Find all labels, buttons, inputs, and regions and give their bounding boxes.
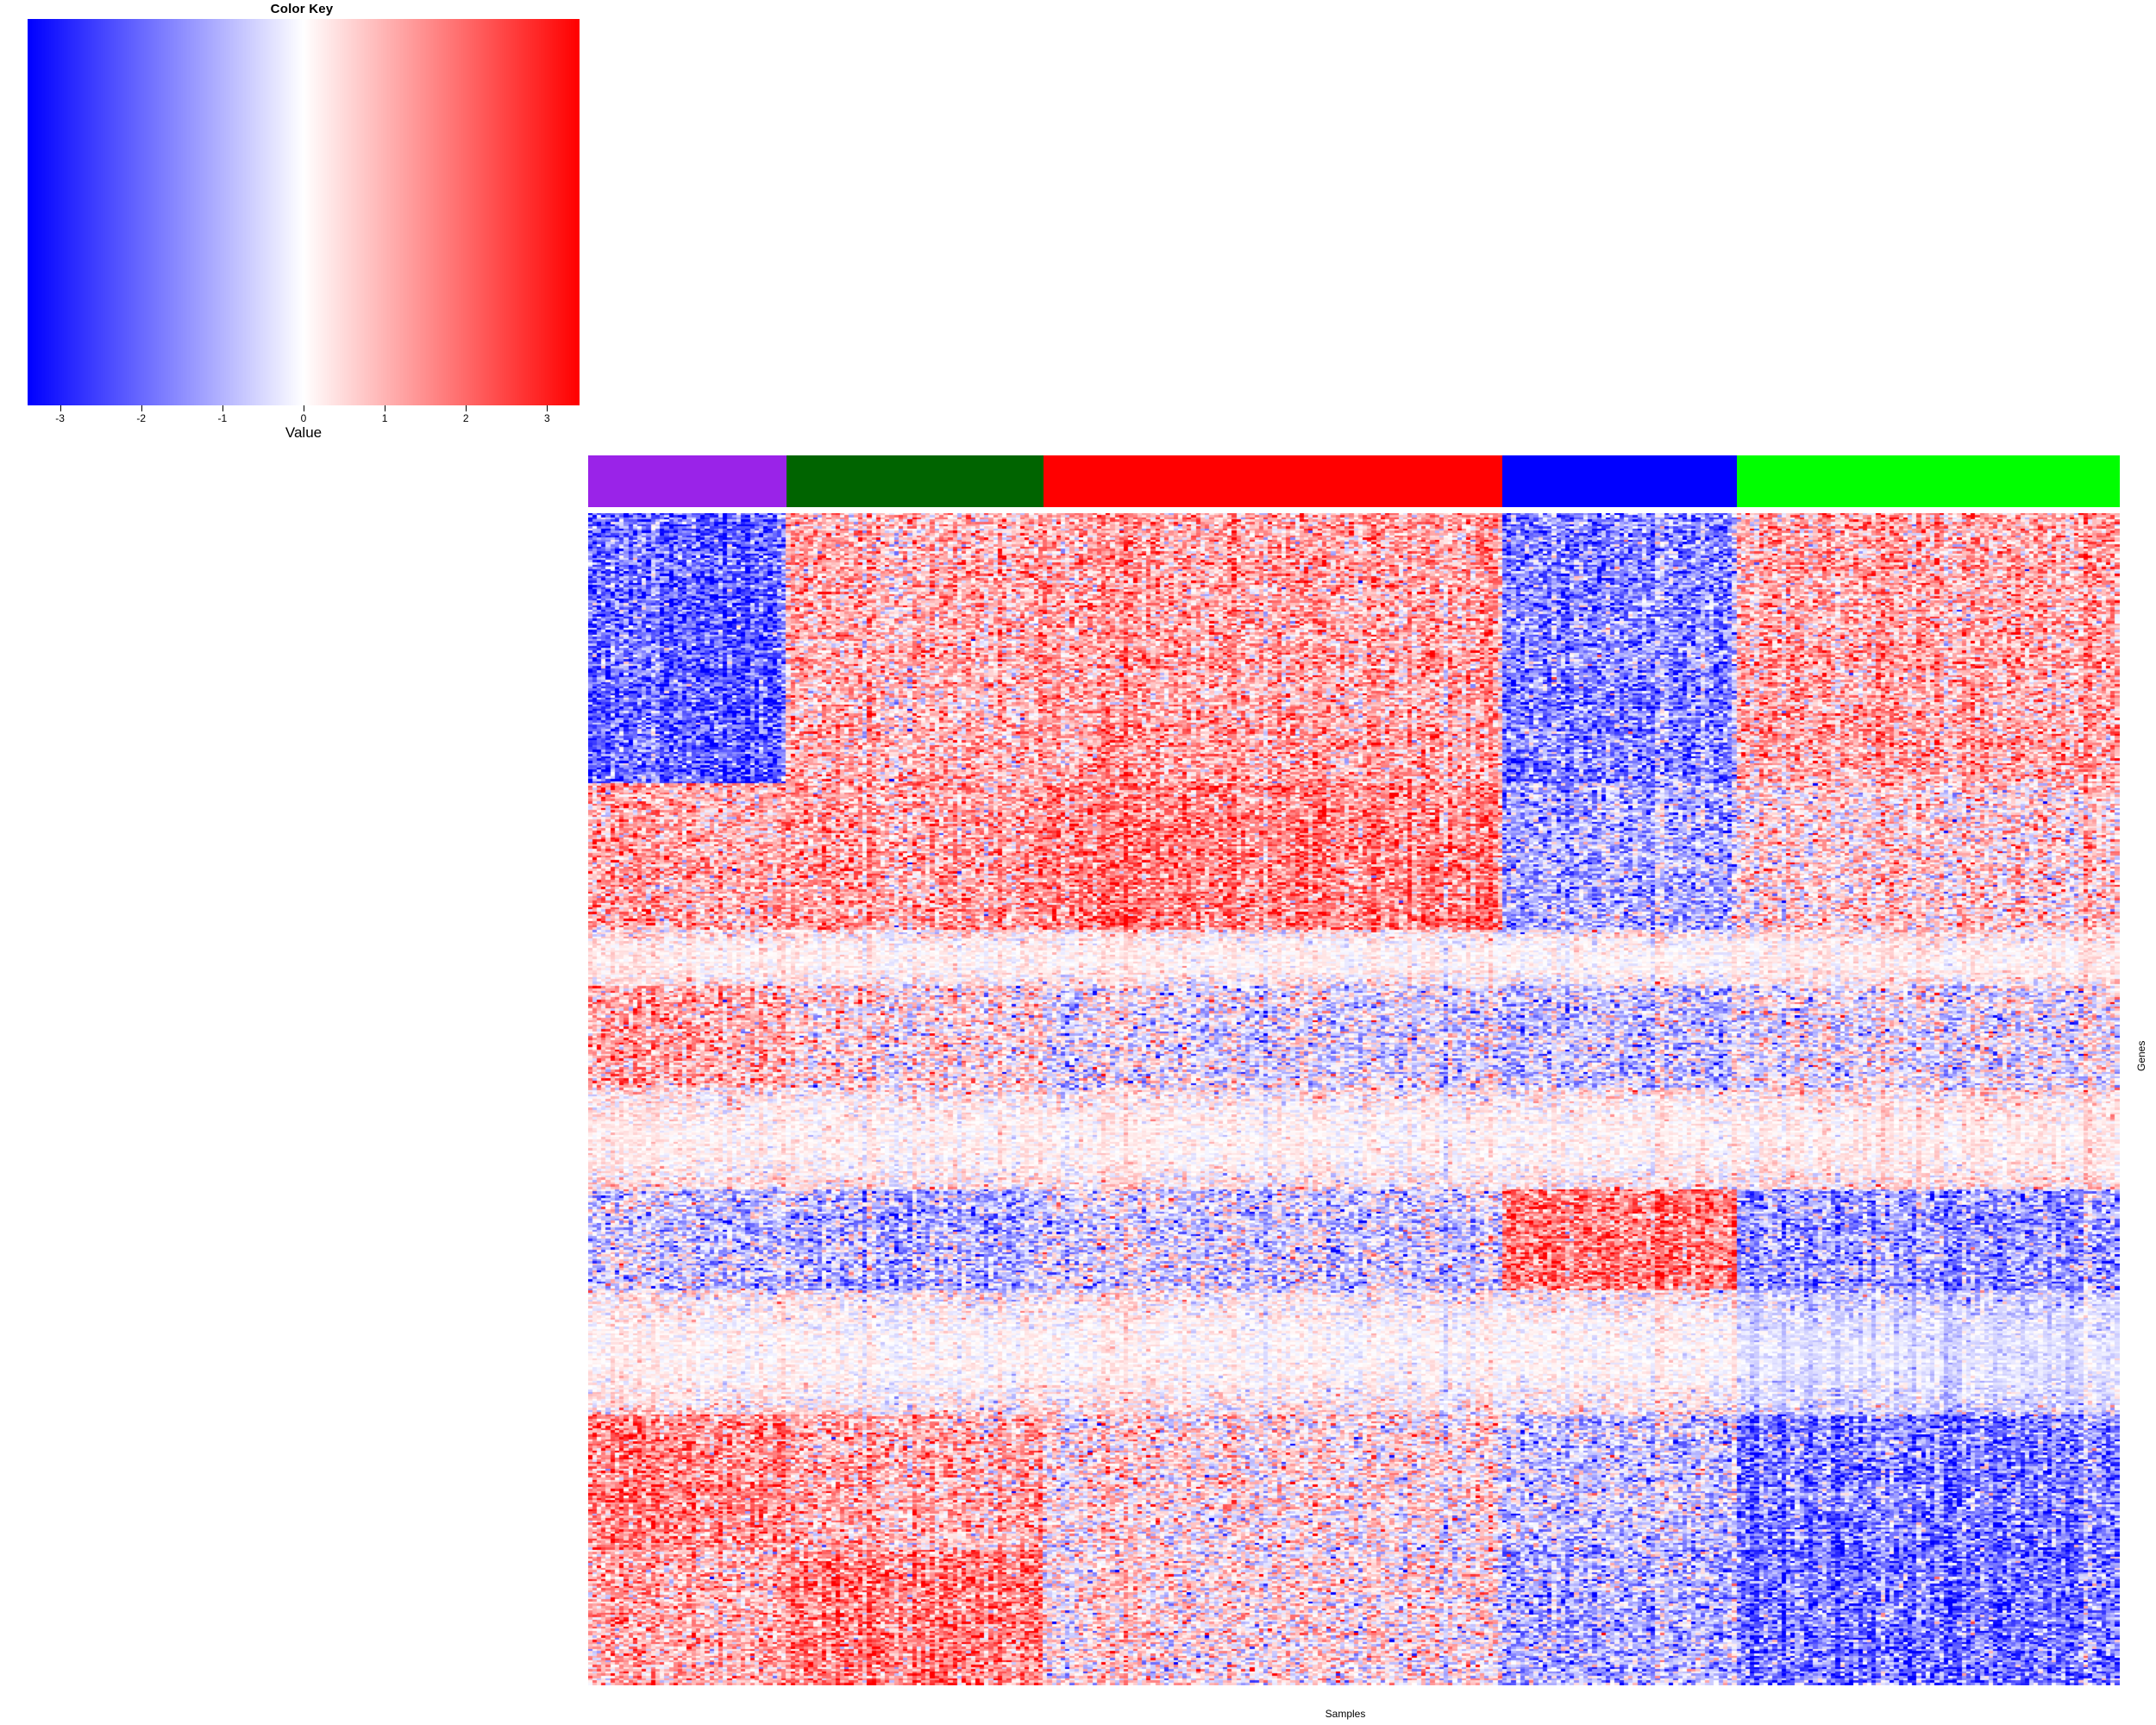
genes-axis-label: Genes: [2135, 1040, 2147, 1071]
heatmap-panel: [588, 455, 2120, 1685]
color-key-tick-label: 0: [300, 412, 307, 424]
color-key-tick-label: 2: [462, 412, 469, 424]
column-annotation-bar: [588, 455, 2120, 507]
annotation-group-blue: [1502, 455, 1737, 507]
annotation-group-purple: [588, 455, 787, 507]
color-key-axis: -3 -2 -1 0 1 2 3: [28, 405, 580, 431]
samples-axis-label: Samples: [1325, 1708, 1366, 1720]
color-key-tick-label: 3: [544, 412, 550, 424]
color-key-tick: [466, 405, 467, 411]
color-key-tick-label: -2: [136, 412, 147, 424]
annotation-group-darkgreen: [786, 455, 1044, 507]
color-key-tick: [141, 405, 142, 411]
color-key-tick-label: -3: [55, 412, 65, 424]
color-key-axis-label: Value: [285, 424, 323, 441]
color-key-tick: [547, 405, 548, 411]
color-key-tick-label: 1: [381, 412, 388, 424]
annotation-group-green: [1736, 455, 2120, 507]
annotation-group-red: [1043, 455, 1503, 507]
color-key-panel: Color Key -3 -2 -1 0 1 2 3 Value: [0, 0, 604, 466]
color-key-gradient: [28, 19, 580, 405]
color-key-tick: [222, 405, 223, 411]
color-key-tick: [60, 405, 61, 411]
heatmap-matrix: [588, 513, 2120, 1685]
color-key-tick-label: -1: [217, 412, 228, 424]
color-key-title: Color Key: [270, 2, 334, 16]
